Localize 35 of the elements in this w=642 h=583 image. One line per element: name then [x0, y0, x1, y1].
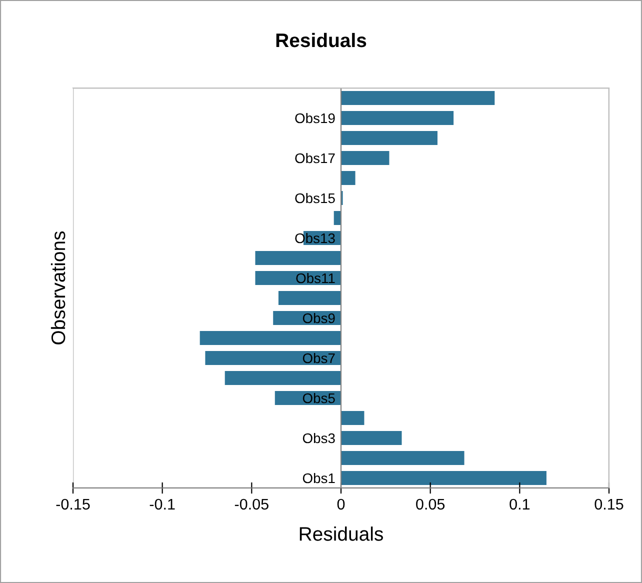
bar	[341, 111, 454, 125]
chart-title: Residuals	[276, 32, 366, 48]
x-tick-label: -0.05	[234, 498, 268, 510]
bar	[255, 251, 341, 265]
bar	[224, 371, 341, 385]
y-tick-label: Obs9	[302, 312, 335, 324]
x-tick-label: 0.1	[510, 498, 530, 510]
y-tick-label: Obs15	[295, 192, 335, 204]
bar	[341, 151, 390, 165]
bar	[334, 211, 341, 225]
bar	[278, 291, 341, 305]
bar	[341, 451, 464, 465]
bar	[341, 411, 364, 425]
x-tick-label: -0.15	[56, 498, 90, 510]
bar	[341, 171, 356, 185]
bar	[341, 91, 495, 105]
y-tick-label: Obs17	[295, 152, 335, 164]
y-tick-label: Obs7	[302, 352, 335, 364]
bar	[205, 351, 341, 365]
bar	[341, 471, 546, 485]
x-tick-label: 0	[337, 498, 345, 510]
y-tick-label: Obs1	[302, 472, 335, 484]
y-tick-label: Obs19	[295, 112, 335, 124]
bar	[200, 331, 341, 345]
y-axis-title: Observations	[50, 231, 66, 344]
x-axis-title: Residuals	[300, 526, 383, 541]
bar	[341, 431, 402, 445]
bar	[255, 271, 341, 285]
x-tick-label: -0.1	[150, 498, 175, 510]
x-tick-label: 0.15	[594, 498, 624, 510]
y-tick-label: Obs5	[302, 392, 335, 404]
y-tick-label: Obs11	[296, 272, 335, 284]
y-tick-label: Obs3	[302, 432, 335, 444]
bar	[341, 131, 438, 145]
x-tick-label: 0.05	[416, 498, 445, 510]
